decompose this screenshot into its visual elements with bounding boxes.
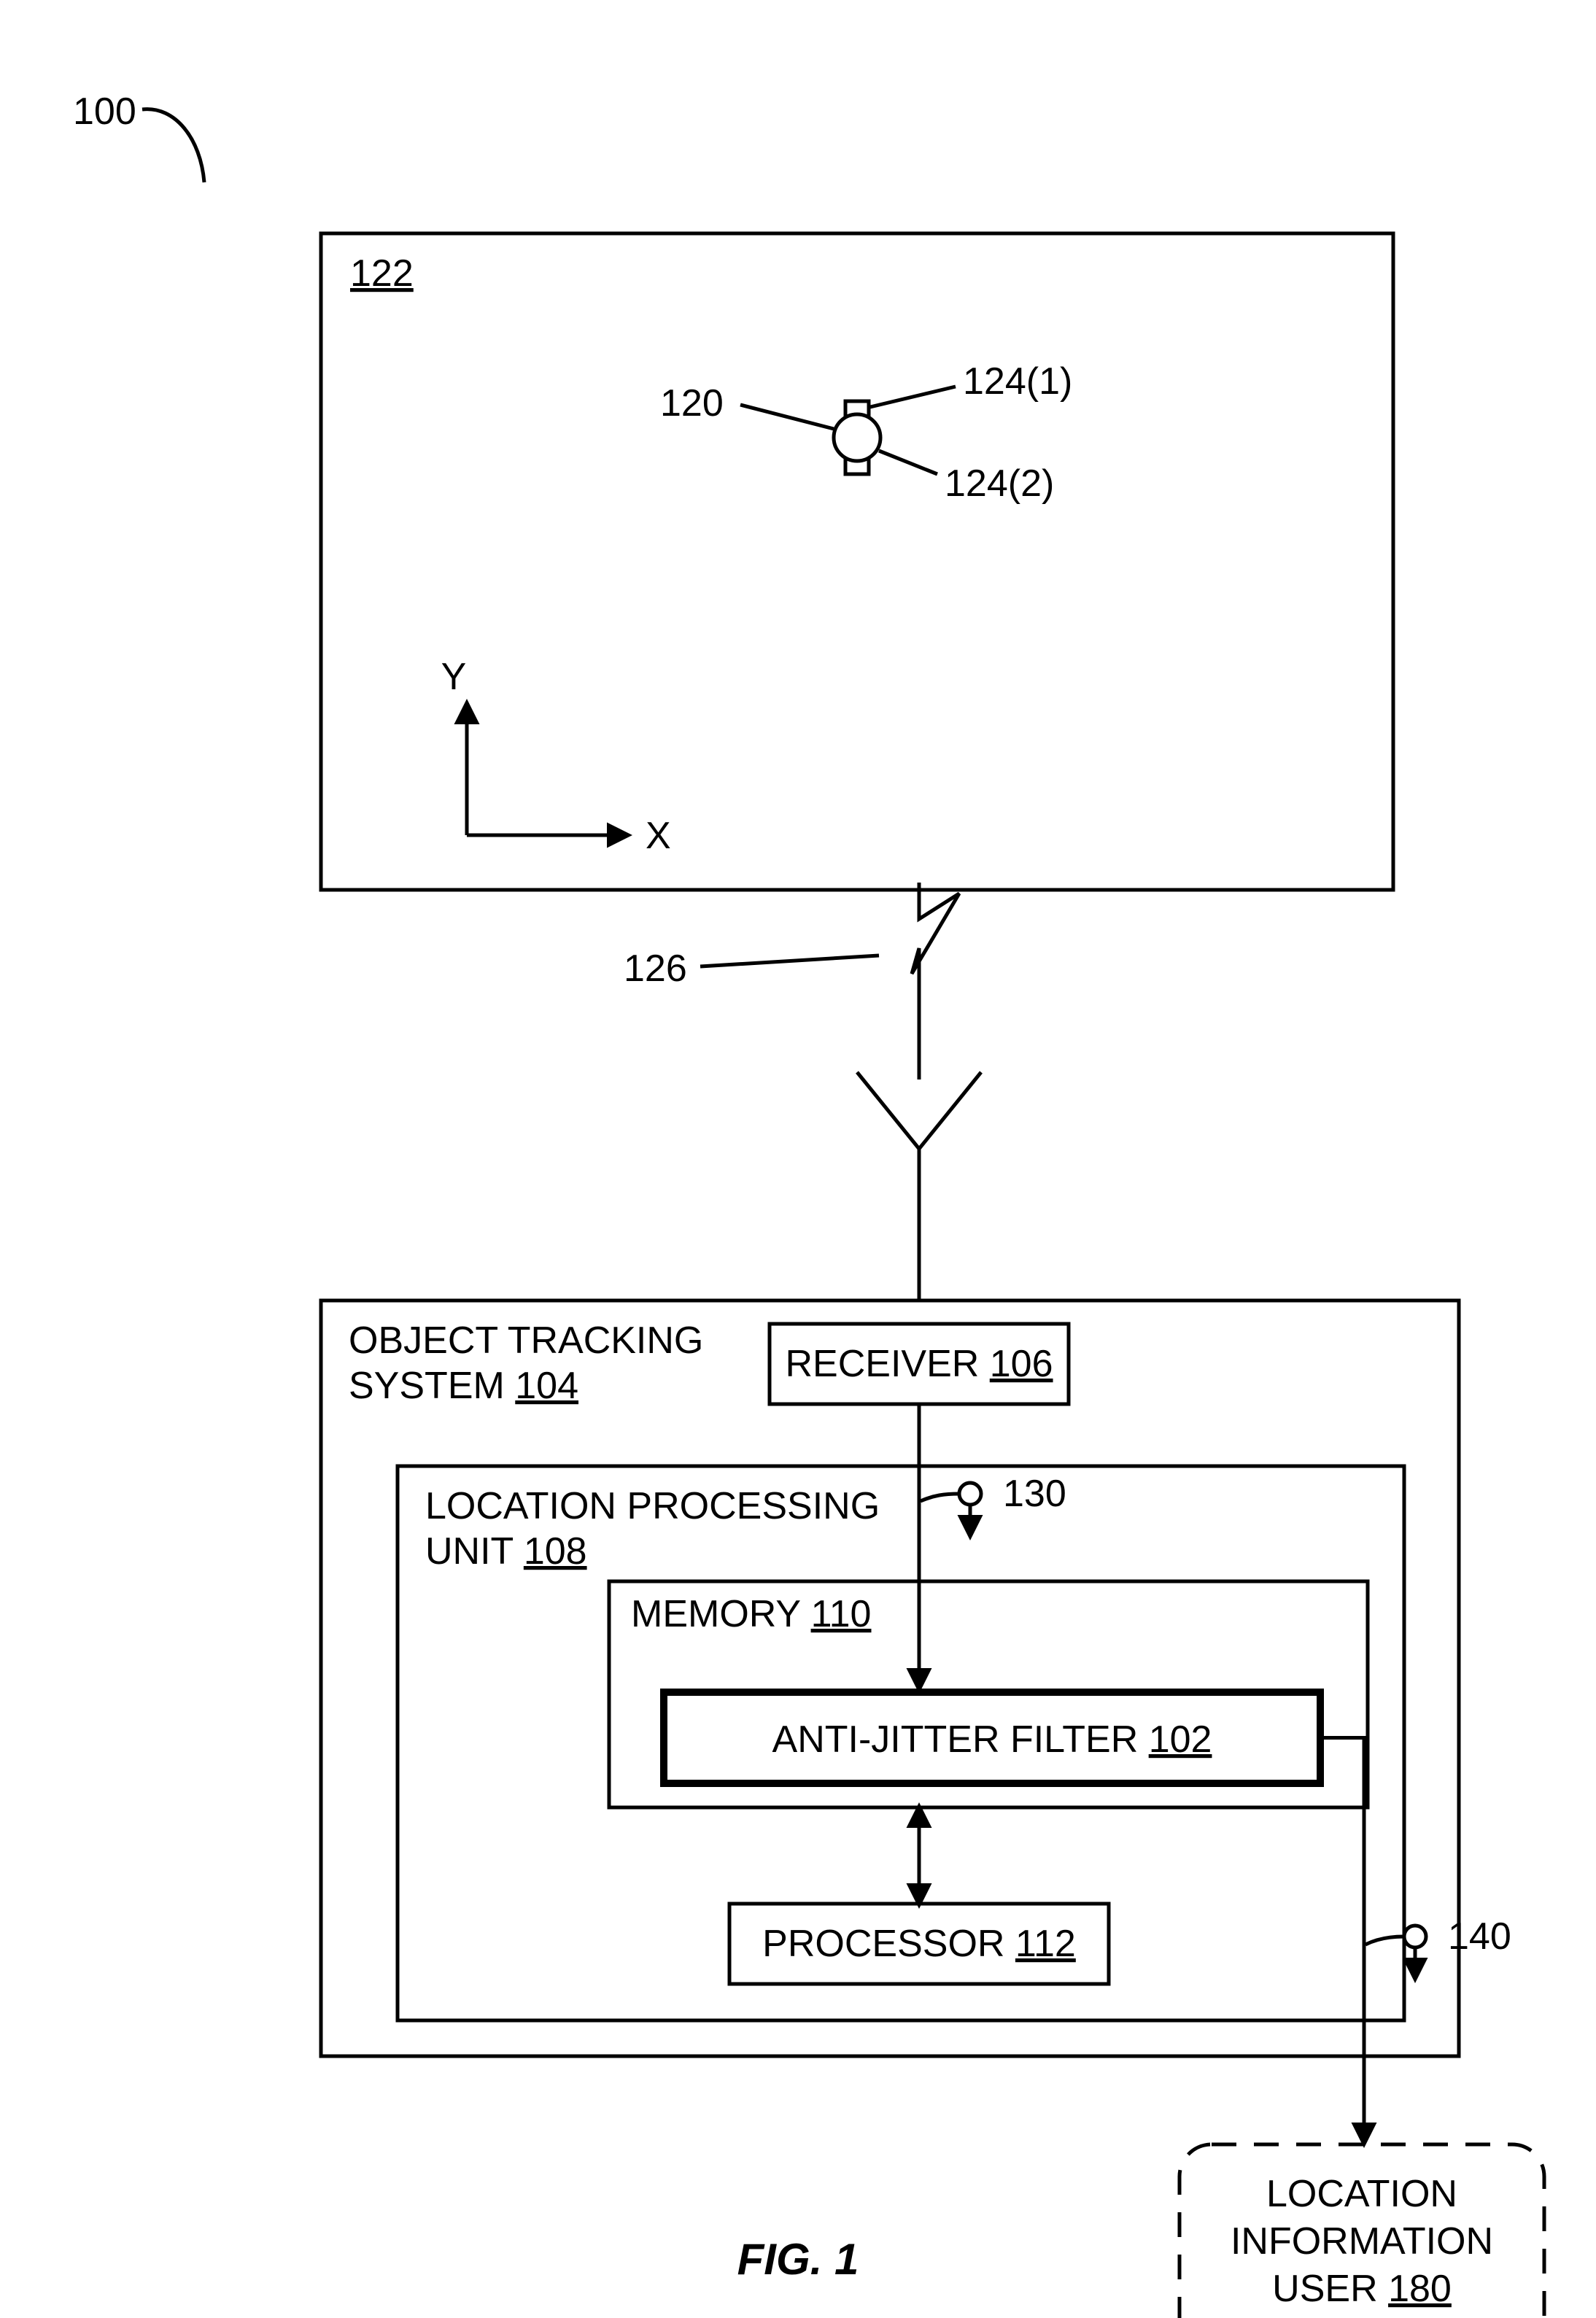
receiver-label: RECEIVER 106 [785,1343,1053,1385]
loc-in-ref: 130 [1003,1473,1066,1515]
signal-path [912,883,959,1079]
user-label-1: LOCATION [1266,2173,1457,2215]
field-ref: 122 [350,252,414,295]
object-ref-leader [740,405,834,429]
user-label-2: INFORMATION [1231,2220,1493,2263]
ots-label-1: OBJECT TRACKING [349,1319,703,1362]
field-rect [321,233,1393,890]
memory-label: MEMORY 110 [631,1593,871,1635]
loc-out-ref: 140 [1448,1915,1511,1958]
tag-a-leader [870,387,956,407]
axis-x-label: X [646,815,671,857]
ots-label-2: SYSTEM 104 [349,1365,578,1407]
object-ref: 120 [660,382,724,425]
signal-ref: 126 [624,947,687,990]
loc-out-icon [1404,1926,1426,1947]
system-ref: 100 [73,90,136,133]
filter-label: ANTI-JITTER FILTER 102 [772,1718,1212,1761]
lpu-label-1: LOCATION PROCESSING [425,1485,880,1527]
system-ref-leader [142,109,204,182]
processor-label: PROCESSOR 112 [762,1923,1076,1965]
axis-y-label: Y [441,656,467,698]
loc-out-leader [1365,1937,1404,1945]
tracked-object-icon [834,414,880,461]
lpu-label-2: UNIT 108 [425,1530,587,1573]
user-label-3: USER 180 [1272,2268,1452,2310]
signal-ref-leader [700,956,879,966]
loc-in-leader [921,1494,959,1501]
loc-in-icon [959,1483,981,1505]
figure-caption: FIG. 1 [737,2235,859,2284]
tag-b-ref: 124(2) [945,462,1054,505]
filter-to-user-path [1320,1738,1364,2138]
tag-a-ref: 124(1) [963,360,1072,403]
antenna-icon [857,1072,981,1149]
tag-b-leader [879,451,937,474]
